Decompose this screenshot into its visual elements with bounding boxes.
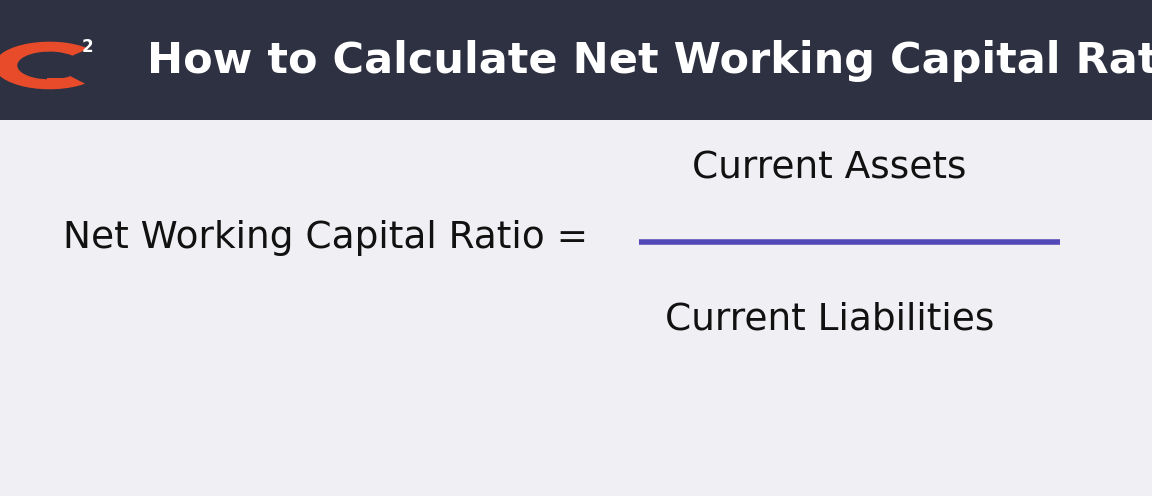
Bar: [0, 120, 1152, 496]
Bar: [0, 0, 1152, 120]
Bar: [47, 78, 73, 86]
Text: Current Assets: Current Assets: [692, 151, 967, 186]
Text: 2: 2: [82, 38, 93, 56]
Text: How to Calculate Net Working Capital Ratio: How to Calculate Net Working Capital Rat…: [147, 40, 1152, 81]
Text: Current Liabilities: Current Liabilities: [665, 302, 994, 338]
Wedge shape: [0, 42, 89, 89]
Text: Net Working Capital Ratio =: Net Working Capital Ratio =: [63, 220, 589, 256]
